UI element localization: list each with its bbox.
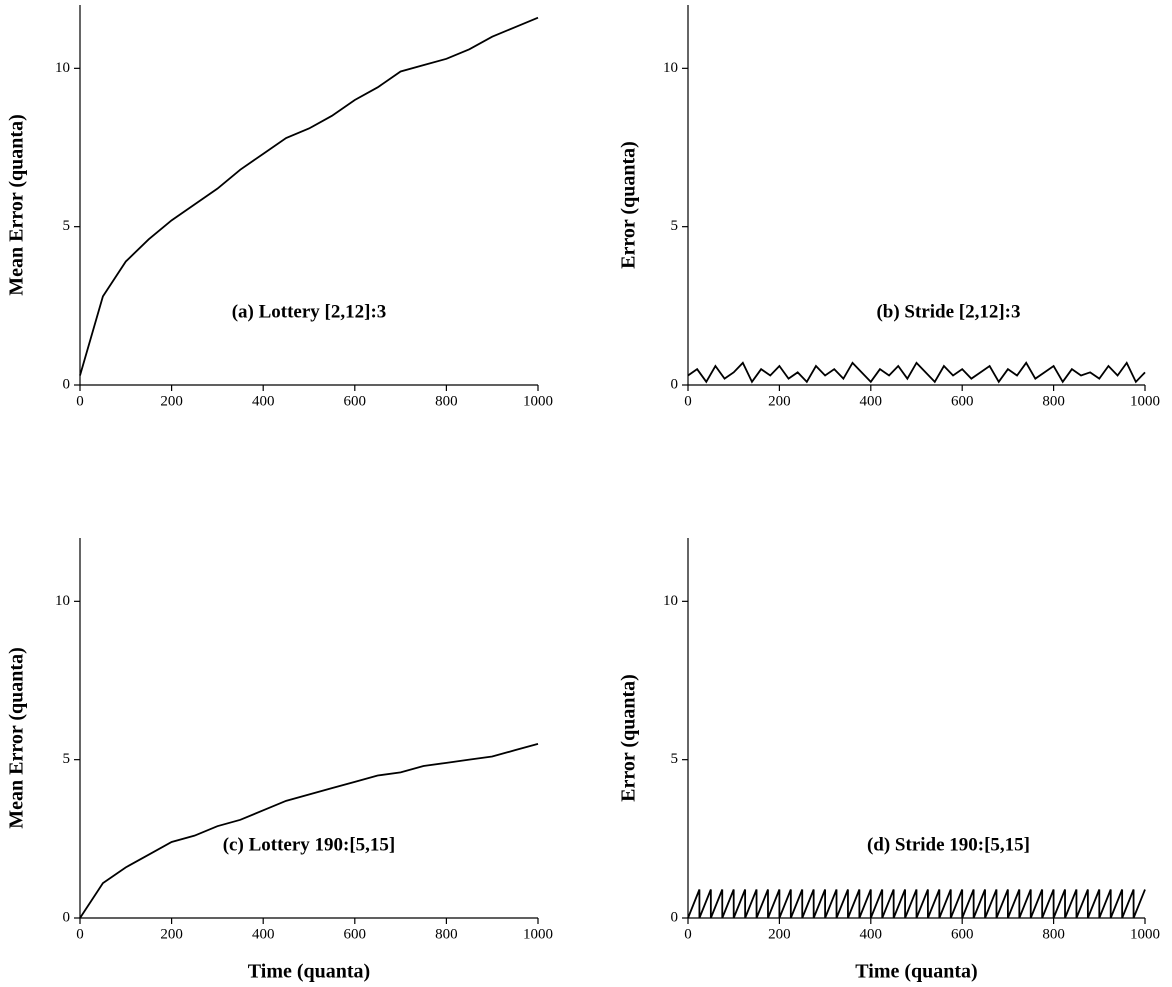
x-tick-label: 0 — [76, 926, 84, 942]
x-tick-label: 400 — [860, 926, 883, 942]
y-tick-label: 0 — [63, 909, 71, 925]
y-tick-label: 5 — [671, 218, 679, 234]
annotation: (a) Lottery [2,12]:3 — [232, 301, 387, 322]
annotation: (c) Lottery 190:[5,15] — [223, 834, 396, 855]
x-tick-label: 600 — [951, 393, 974, 409]
y-axis-label: Error (quanta) — [618, 674, 640, 802]
x-tick-label: 800 — [1042, 926, 1065, 942]
x-tick-label: 0 — [684, 926, 692, 942]
x-tick-label: 800 — [435, 926, 458, 942]
x-tick-label: 1000 — [1130, 393, 1160, 409]
x-tick-label: 800 — [435, 393, 458, 409]
x-tick-label: 600 — [344, 926, 367, 942]
y-tick-label: 5 — [63, 751, 71, 767]
x-tick-label: 0 — [684, 393, 692, 409]
y-tick-label: 10 — [663, 60, 678, 76]
y-axis-label: Mean Error (quanta) — [6, 114, 28, 295]
x-tick-label: 200 — [768, 926, 791, 942]
data-line — [687, 361, 1146, 384]
y-axis-label: Mean Error (quanta) — [6, 647, 28, 828]
x-tick-label: 600 — [344, 393, 367, 409]
annotation: (d) Stride 190:[5,15] — [867, 834, 1030, 855]
y-tick-label: 0 — [671, 376, 679, 392]
x-tick-label: 200 — [768, 393, 791, 409]
x-tick-label: 800 — [1042, 393, 1065, 409]
y-tick-label: 0 — [671, 909, 679, 925]
y-tick-label: 10 — [55, 60, 70, 76]
y-axis-label: Error (quanta) — [618, 141, 640, 269]
x-tick-label: 1000 — [523, 926, 553, 942]
y-tick-label: 10 — [55, 593, 70, 609]
x-axis-label: Time (quanta) — [855, 961, 977, 983]
annotation: (b) Stride [2,12]:3 — [876, 301, 1020, 322]
x-tick-label: 200 — [160, 926, 183, 942]
x-axis-label: Time (quanta) — [248, 961, 370, 983]
data-line — [79, 742, 539, 919]
data-line — [79, 16, 539, 376]
y-tick-label: 0 — [63, 376, 71, 392]
y-tick-label: 10 — [663, 593, 678, 609]
x-tick-label: 0 — [76, 393, 84, 409]
x-tick-label: 400 — [252, 393, 275, 409]
x-tick-label: 400 — [252, 926, 275, 942]
y-tick-label: 5 — [63, 218, 71, 234]
x-tick-label: 400 — [860, 393, 883, 409]
x-tick-label: 1000 — [1130, 926, 1160, 942]
x-tick-label: 200 — [160, 393, 183, 409]
x-tick-label: 600 — [951, 926, 974, 942]
y-tick-label: 5 — [671, 751, 679, 767]
data-line — [687, 889, 1146, 919]
x-tick-label: 1000 — [523, 393, 553, 409]
